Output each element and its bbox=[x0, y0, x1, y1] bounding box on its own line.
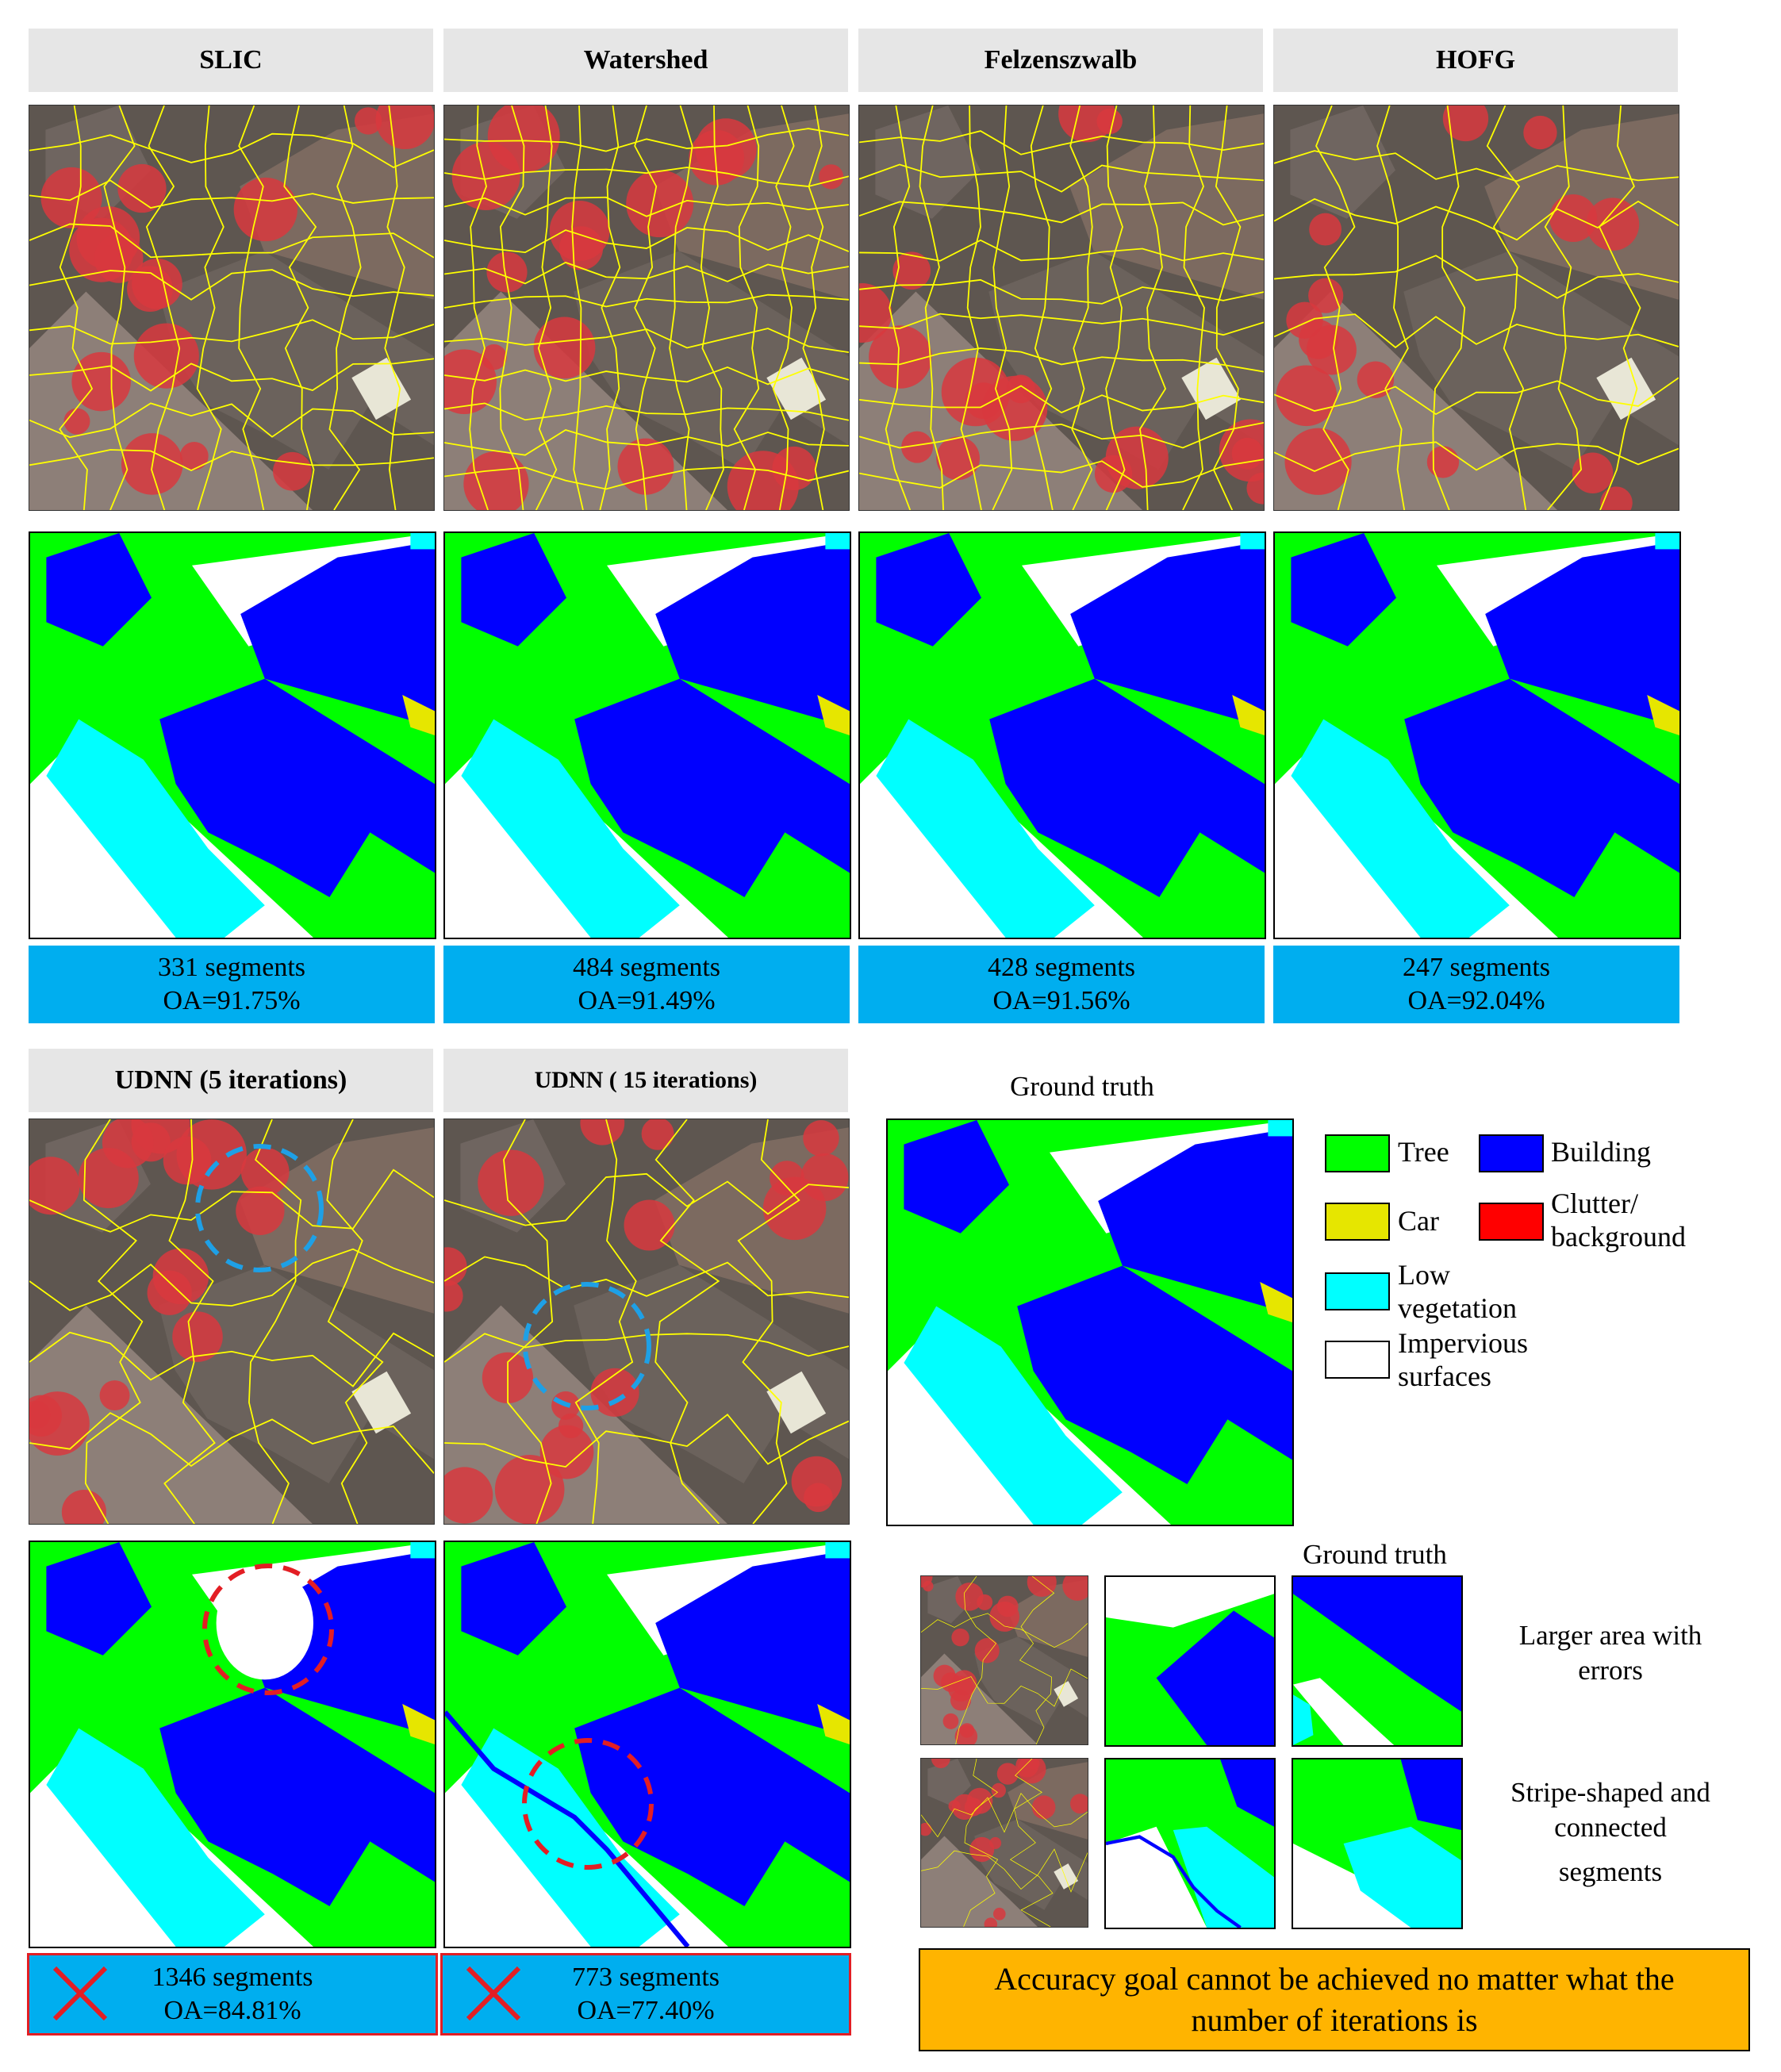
zoom-ground-truth-2 bbox=[1292, 1758, 1463, 1929]
zoom-crop-graphic bbox=[1293, 1577, 1461, 1745]
zoom-classmap-2 bbox=[1104, 1758, 1276, 1929]
legend-swatch-car bbox=[1325, 1203, 1390, 1241]
highlight-circle bbox=[523, 1282, 651, 1410]
cross-icon bbox=[52, 1966, 108, 2021]
cross-icon bbox=[466, 1966, 521, 2021]
aerial-udnn-15 bbox=[443, 1118, 850, 1525]
classmap-slic bbox=[29, 531, 436, 939]
classification-map-graphic bbox=[860, 533, 1265, 938]
error-circle bbox=[202, 1564, 334, 1695]
classification-map-graphic bbox=[445, 1542, 850, 1947]
zoom-ground-truth-1 bbox=[1292, 1575, 1463, 1747]
ground-truth-title: Ground truth bbox=[1010, 1071, 1154, 1102]
segments-count: 484 segments bbox=[572, 953, 721, 982]
classmap-hofg bbox=[1273, 531, 1681, 939]
classmap-felzenszwalb bbox=[858, 531, 1266, 939]
legend-label-low-vegetation: Low vegetation bbox=[1398, 1259, 1517, 1324]
legend-label-tree: Tree bbox=[1398, 1136, 1449, 1168]
error-circle bbox=[522, 1738, 654, 1870]
highlight-circle bbox=[195, 1144, 324, 1272]
zoom-crop-graphic bbox=[1106, 1759, 1274, 1928]
aerial-udnn-5 bbox=[29, 1118, 435, 1525]
aerial-slic bbox=[29, 105, 435, 511]
aerial-image-graphic bbox=[444, 106, 849, 510]
segments-count: 247 segments bbox=[1402, 953, 1551, 982]
aerial-hofg bbox=[1273, 105, 1679, 511]
stat-slic: 331 segments OA=91.75% bbox=[29, 946, 435, 1023]
segments-count: 1346 segments bbox=[152, 1963, 313, 1992]
overall-accuracy: OA=91.56% bbox=[992, 986, 1130, 1015]
aerial-image-graphic bbox=[1274, 106, 1679, 510]
legend-swatch-tree bbox=[1325, 1134, 1390, 1172]
aerial-felzenszwalb bbox=[858, 105, 1265, 511]
aerial-image-graphic bbox=[444, 1119, 849, 1524]
stat-udnn-5: 1346 segments OA=84.81% bbox=[27, 1953, 438, 2036]
classmap-udnn-5 bbox=[29, 1541, 436, 1948]
legend-swatch-impervious bbox=[1325, 1341, 1390, 1379]
zoom-aerial-2 bbox=[920, 1758, 1088, 1928]
header-felzenszwalb: Felzenszwalb bbox=[858, 29, 1263, 92]
classification-map-graphic bbox=[1275, 533, 1679, 938]
classification-map-graphic bbox=[30, 1542, 435, 1947]
zoom-aerial-1 bbox=[920, 1575, 1088, 1745]
zoom-classmap-1 bbox=[1104, 1575, 1276, 1747]
aerial-image-graphic bbox=[921, 1576, 1088, 1744]
legend-swatch-low-vegetation bbox=[1325, 1272, 1390, 1310]
overall-accuracy: OA=77.40% bbox=[577, 1996, 715, 2025]
zoom-crop-graphic bbox=[1106, 1577, 1274, 1745]
classmap-ground-truth bbox=[886, 1118, 1294, 1526]
overall-accuracy: OA=84.81% bbox=[163, 1996, 301, 2025]
segments-count: 331 segments bbox=[157, 953, 306, 982]
accuracy-goal-note: Accuracy goal cannot be achieved no matt… bbox=[919, 1948, 1750, 2051]
note-larger-area: Larger area with errors bbox=[1518, 1620, 1702, 1686]
segments-count: 428 segments bbox=[987, 953, 1136, 982]
aerial-image-graphic bbox=[921, 1759, 1088, 1927]
header-udnn-15: UDNN ( 15 iterations) bbox=[443, 1049, 848, 1112]
zoom-ground-truth-title: Ground truth bbox=[1303, 1539, 1447, 1570]
legend-label-car: Car bbox=[1398, 1205, 1439, 1237]
stat-udnn-15: 773 segments OA=77.40% bbox=[440, 1953, 851, 2036]
legend-swatch-building bbox=[1479, 1134, 1544, 1172]
stat-felzenszwalb: 428 segments OA=91.56% bbox=[858, 946, 1265, 1023]
aerial-image-graphic bbox=[29, 106, 434, 510]
classmap-udnn-15 bbox=[443, 1541, 851, 1948]
legend-label-building: Building bbox=[1551, 1136, 1652, 1168]
stat-hofg: 247 segments OA=92.04% bbox=[1273, 946, 1679, 1023]
note-stripe-shaped: Stripe-shaped and connected segments bbox=[1510, 1777, 1710, 1887]
zoom-crop-graphic bbox=[1293, 1759, 1461, 1928]
header-hofg: HOFG bbox=[1273, 29, 1678, 92]
aerial-image-graphic bbox=[29, 1119, 434, 1524]
legend-label-impervious: Impervious surfaces bbox=[1398, 1327, 1528, 1392]
header-slic: SLIC bbox=[29, 29, 433, 92]
header-watershed: Watershed bbox=[443, 29, 848, 92]
overall-accuracy: OA=91.49% bbox=[578, 986, 716, 1015]
classification-map-graphic bbox=[445, 533, 850, 938]
overall-accuracy: OA=91.75% bbox=[163, 986, 301, 1015]
segments-count: 773 segments bbox=[571, 1963, 720, 1992]
aerial-image-graphic bbox=[859, 106, 1264, 510]
classmap-watershed bbox=[443, 531, 851, 939]
header-udnn-5: UDNN (5 iterations) bbox=[29, 1049, 433, 1112]
classification-map-graphic bbox=[888, 1120, 1292, 1525]
legend-label-clutter: Clutter/ background bbox=[1551, 1188, 1686, 1253]
stat-watershed: 484 segments OA=91.49% bbox=[443, 946, 850, 1023]
classification-map-graphic bbox=[30, 533, 435, 938]
overall-accuracy: OA=92.04% bbox=[1407, 986, 1545, 1015]
aerial-watershed bbox=[443, 105, 850, 511]
legend-swatch-clutter bbox=[1479, 1203, 1544, 1241]
